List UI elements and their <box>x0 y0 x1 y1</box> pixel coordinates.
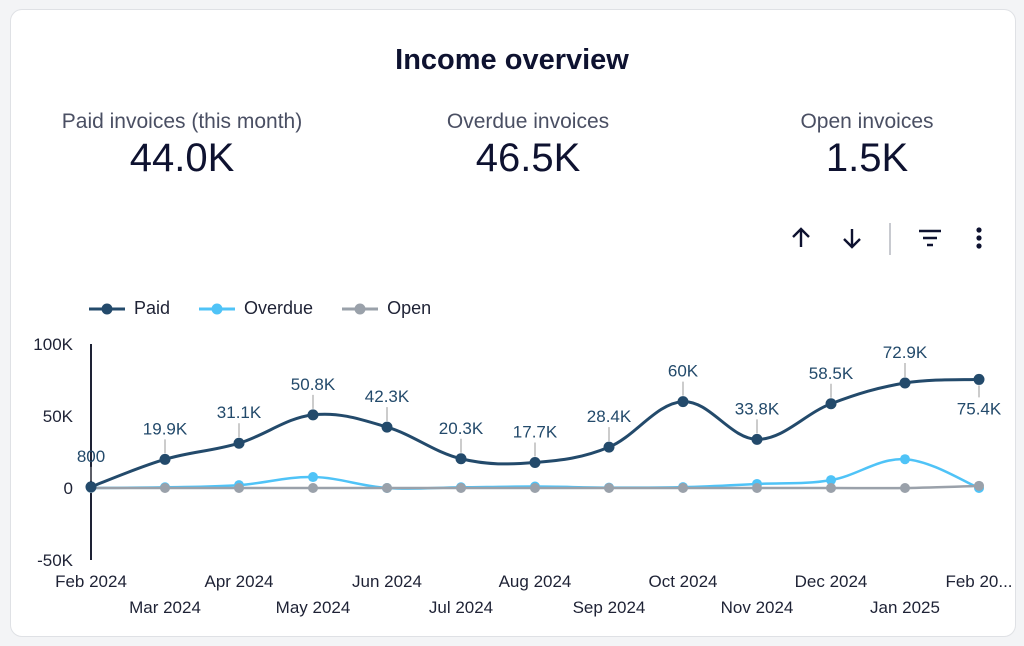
data-point-paid <box>381 421 393 433</box>
legend-item-open[interactable]: Open <box>341 298 431 319</box>
kpi-overdue: Overdue invoices 46.5K <box>378 110 678 181</box>
data-point-paid <box>751 433 763 445</box>
x-tick-label: Nov 2024 <box>721 598 794 617</box>
data-point-paid <box>899 377 911 389</box>
data-label: 42.3K <box>365 387 410 406</box>
kpi-open: Open invoices 1.5K <box>717 110 1017 181</box>
kpi-label: Open invoices <box>800 110 934 133</box>
x-tick-label: Jun 2024 <box>352 572 422 591</box>
data-label: 20.3K <box>439 419 484 438</box>
data-point-open <box>604 483 614 493</box>
data-label: 31.1K <box>217 403 262 422</box>
sort-ascending-button[interactable] <box>785 222 817 254</box>
data-point-open <box>974 480 984 491</box>
arrow-down-icon <box>843 229 861 249</box>
data-label: 58.5K <box>809 364 854 383</box>
data-point-paid <box>973 373 985 385</box>
data-point-paid <box>307 409 319 421</box>
x-tick-label: Jan 2025 <box>870 598 940 617</box>
data-point-paid <box>455 453 467 465</box>
legend-swatch <box>199 303 236 314</box>
data-point-open <box>308 483 318 493</box>
data-point-open <box>826 483 836 493</box>
data-point-open <box>752 483 762 493</box>
legend-swatch <box>342 303 379 314</box>
y-tick-label: -50K <box>37 551 74 570</box>
x-tick-label: Oct 2024 <box>649 572 718 591</box>
data-point-overdue <box>826 475 836 486</box>
data-point-paid <box>529 457 541 469</box>
data-point-paid <box>233 437 245 449</box>
data-point-open <box>456 483 466 493</box>
legend-swatch <box>89 303 125 314</box>
data-label: 800 <box>77 447 105 466</box>
data-point-paid <box>85 481 97 493</box>
x-tick-label: Apr 2024 <box>205 572 274 591</box>
data-label: 75.4K <box>957 399 1002 418</box>
toolbar-divider <box>889 223 891 255</box>
sort-descending-button[interactable] <box>836 222 868 254</box>
data-point-open <box>900 483 910 493</box>
data-point-open <box>530 483 540 493</box>
data-label: 50.8K <box>291 375 336 394</box>
data-point-overdue <box>308 472 318 483</box>
legend-item-overdue[interactable]: Overdue <box>198 298 313 319</box>
more-vert-icon <box>976 227 982 249</box>
data-point-open <box>234 483 244 493</box>
data-point-open <box>678 483 688 493</box>
data-label: 60K <box>668 362 699 381</box>
x-tick-label: Feb 2024 <box>55 572 127 591</box>
legend-item-paid[interactable]: Paid <box>88 298 170 319</box>
x-tick-label: May 2024 <box>276 598 351 617</box>
data-label: 17.7K <box>513 423 558 442</box>
data-label: 19.9K <box>143 419 188 438</box>
x-tick-label: Jul 2024 <box>429 598 493 617</box>
more-options-button[interactable] <box>963 222 995 254</box>
chart-title: Income overview <box>395 44 629 76</box>
y-tick-label: 50K <box>43 407 74 426</box>
y-tick-label: 0 <box>64 479 73 498</box>
chart-card <box>10 9 1016 637</box>
data-point-open <box>160 483 170 493</box>
data-label: 33.8K <box>735 399 780 418</box>
y-tick-label: 100K <box>33 335 73 354</box>
filter-icon <box>919 229 941 247</box>
filter-button[interactable] <box>914 222 946 254</box>
x-tick-label: Aug 2024 <box>499 572 572 591</box>
kpi-paid: Paid invoices (this month) 44.0K <box>32 110 332 181</box>
x-tick-label: Dec 2024 <box>795 572 868 591</box>
x-tick-label: Feb 20... <box>945 572 1012 591</box>
data-point-paid <box>677 396 689 408</box>
kpi-label: Paid invoices (this month) <box>61 110 303 133</box>
kpi-value: 1.5K <box>825 136 909 180</box>
x-tick-label: Sep 2024 <box>573 598 646 617</box>
legend-label: Open <box>387 298 432 318</box>
chart-legend: Paid Overdue Open <box>88 298 431 319</box>
arrow-up-icon <box>792 227 810 247</box>
kpi-value: 46.5K <box>475 136 581 180</box>
legend-label: Paid <box>134 298 171 318</box>
data-point-overdue <box>900 454 910 465</box>
x-tick-label: Mar 2024 <box>129 598 201 617</box>
data-point-paid <box>159 453 171 465</box>
legend-label: Overdue <box>244 298 314 318</box>
kpi-label: Overdue invoices <box>446 110 610 133</box>
data-label: 72.9K <box>883 343 928 362</box>
data-point-open <box>382 483 392 493</box>
data-label: 28.4K <box>587 407 632 426</box>
kpi-value: 44.0K <box>129 136 235 180</box>
data-point-paid <box>603 441 615 453</box>
data-point-paid <box>825 398 837 410</box>
